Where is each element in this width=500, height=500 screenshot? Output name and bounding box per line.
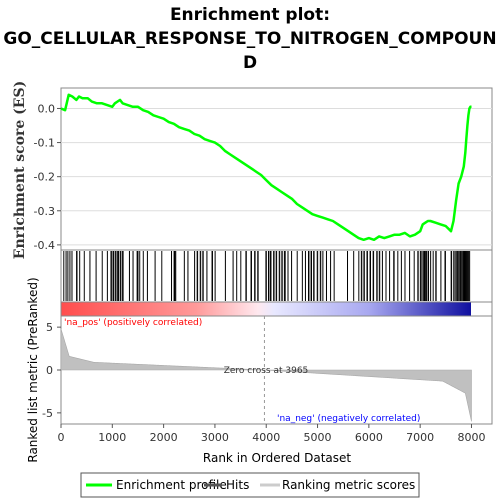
es-tick-label: -0.1: [34, 137, 55, 150]
legend-label-ranking-metric: Ranking metric scores: [282, 478, 415, 492]
legend: Enrichment profile Hits Ranking metric s…: [80, 472, 420, 498]
ranking-metric-fill: [60, 328, 472, 422]
title-line-3: D: [243, 53, 257, 73]
heatmap-bar: [61, 302, 471, 316]
title-line-1: Enrichment plot:: [170, 5, 330, 25]
negative-label: 'na_neg' (negatively correlated): [277, 414, 420, 424]
es-gridlines: [61, 107, 492, 246]
zero-cross-label: Zero cross at 3965: [224, 366, 309, 376]
x-axis-ticks: 0 1000 2000 3000 4000 5000 6000 7000 8000: [58, 424, 485, 444]
metric-axis-label: Ranked list metric (PreRanked): [26, 277, 40, 462]
x-tick-label: 3000: [201, 431, 229, 444]
metric-y-ticks: 5 0 -5: [42, 321, 61, 420]
x-tick-label: 7000: [406, 431, 434, 444]
enrichment-profile-line: [60, 93, 472, 242]
x-axis-label: Rank in Ordered Dataset: [203, 451, 351, 465]
es-tick-label: -0.3: [34, 205, 55, 218]
es-tick-label: -0.4: [34, 239, 55, 252]
enrichment-profile-curve: [60, 93, 472, 242]
positive-label: 'na_pos' (positively correlated): [64, 318, 202, 328]
metric-tick-label: 0: [46, 364, 53, 377]
es-tick-label: 0.0: [38, 102, 56, 115]
es-panel-frame: [60, 87, 493, 251]
es-tick-label: -0.2: [34, 171, 55, 184]
x-tick-label: 0: [58, 431, 65, 444]
metric-tick-label: -5: [42, 407, 53, 420]
title-line-2: GO_CELLULAR_RESPONSE_TO_NITROGEN_COMPOUN: [3, 29, 496, 49]
x-tick-label: 4000: [252, 431, 280, 444]
es-axis-label: Enrichment score (ES): [12, 81, 28, 259]
hit-lines: [63, 251, 471, 301]
legend-label-enrichment-profile: Enrichment profile: [116, 478, 227, 492]
es-y-ticks: 0.0 -0.1 -0.2 -0.3 -0.4: [34, 102, 61, 252]
x-tick-label: 2000: [150, 431, 178, 444]
x-tick-label: 6000: [355, 431, 383, 444]
metric-tick-label: 5: [46, 321, 53, 334]
x-tick-label: 1000: [98, 431, 126, 444]
legend-box: [80, 472, 420, 498]
legend-label-hits: Hits: [226, 478, 249, 492]
x-tick-label: 8000: [457, 431, 485, 444]
x-tick-label: 5000: [304, 431, 332, 444]
ranking-metric-area: [60, 328, 472, 422]
